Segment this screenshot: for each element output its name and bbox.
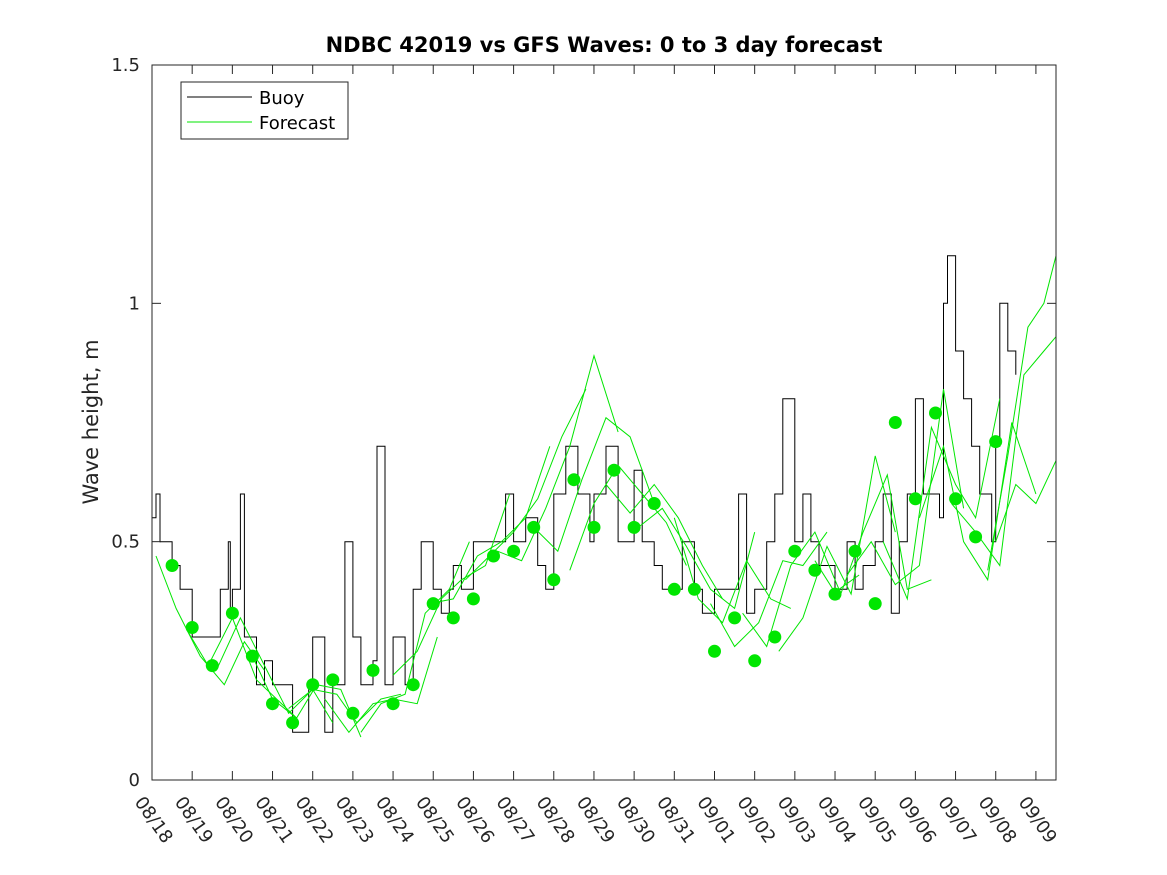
forecast-line-17	[710, 531, 828, 648]
y-tick-label: 1	[129, 293, 140, 314]
forecast-marker	[326, 673, 340, 687]
plot-frame	[151, 64, 1057, 781]
forecast-line-13	[569, 464, 687, 571]
forecast-line-22	[882, 398, 1001, 601]
forecast-marker	[547, 573, 561, 587]
forecast-marker	[728, 611, 742, 625]
forecast-line-5	[288, 688, 402, 724]
forecast-line-19	[778, 455, 896, 652]
forecast-marker	[708, 644, 721, 658]
y-tick-label: 0	[129, 770, 140, 791]
forecast-marker	[667, 582, 681, 596]
forecast-line-12	[533, 416, 655, 553]
forecast-line-24	[951, 336, 1057, 567]
forecast-marker	[607, 463, 621, 477]
forecast-line-14	[605, 483, 723, 600]
forecast-line-9	[429, 446, 551, 605]
forecast-line-6	[324, 636, 438, 734]
forecast-line-15	[637, 507, 756, 610]
forecast-marker	[366, 663, 380, 677]
forecast-marker	[808, 563, 822, 577]
buoy-series	[152, 255, 1017, 733]
forecast-marker	[949, 492, 963, 506]
forecast-marker	[286, 716, 300, 730]
forecast-marker	[888, 416, 902, 429]
legend-buoy-label: Buoy	[259, 88, 305, 109]
forecast-marker	[647, 497, 661, 510]
forecast-line-10	[465, 388, 587, 581]
forecast-marker	[989, 435, 1003, 449]
forecast-marker	[908, 492, 922, 506]
forecast-marker	[768, 630, 782, 644]
forecast-marker	[466, 592, 480, 606]
forecast-marker	[929, 406, 942, 420]
forecast-line-26	[995, 460, 1057, 542]
forecast-marker	[969, 530, 983, 544]
forecast-series-group	[155, 255, 1057, 738]
forecast-line-23	[918, 422, 1037, 582]
y-axis: 0 0.5 1 1.5	[111, 55, 1056, 791]
forecast-marker	[507, 544, 521, 558]
forecast-marker	[748, 654, 762, 668]
forecast-marker	[266, 697, 279, 711]
legend-box	[180, 81, 349, 140]
forecast-marker	[788, 544, 802, 558]
forecast-marker	[627, 520, 641, 534]
legend: Buoy Forecast	[180, 81, 349, 140]
forecast-line-3	[215, 616, 334, 724]
chart-title: NDBC 42019 vs GFS Waves: 0 to 3 day fore…	[326, 33, 883, 57]
forecast-marker	[185, 621, 199, 634]
forecast-marker	[165, 559, 179, 572]
forecast-marker	[567, 473, 581, 487]
forecast-marker	[306, 678, 320, 692]
forecast-marker	[868, 597, 882, 611]
forecast-line-2	[187, 616, 297, 719]
forecast-line-25	[987, 255, 1057, 571]
forecast-marker	[487, 549, 500, 563]
forecast-line-21	[846, 389, 965, 586]
forecast-line-18	[742, 531, 860, 648]
y-axis-label: Wave height, m	[79, 339, 103, 504]
forecast-line-11	[497, 354, 619, 562]
forecast-marker	[346, 706, 360, 720]
forecast-marker	[426, 597, 440, 611]
forecast-marker	[687, 582, 701, 596]
y-tick-label: 0.5	[111, 532, 140, 553]
forecast-marker	[225, 606, 239, 620]
legend-forecast-label: Forecast	[259, 113, 335, 134]
buoy-line	[152, 255, 1017, 733]
y-tick-label: 1.5	[111, 55, 140, 76]
forecast-marker	[527, 520, 541, 534]
forecast-marker	[587, 520, 601, 534]
forecast-line-4	[251, 655, 362, 738]
forecast-marker	[406, 678, 420, 692]
forecast-marker	[848, 544, 862, 558]
forecast-marker	[828, 587, 842, 601]
forecast-marker	[386, 697, 400, 711]
forecast-marker	[205, 659, 219, 673]
forecast-marker	[446, 611, 460, 625]
forecast-marker	[245, 649, 259, 663]
forecast-marker-group	[165, 406, 1003, 730]
